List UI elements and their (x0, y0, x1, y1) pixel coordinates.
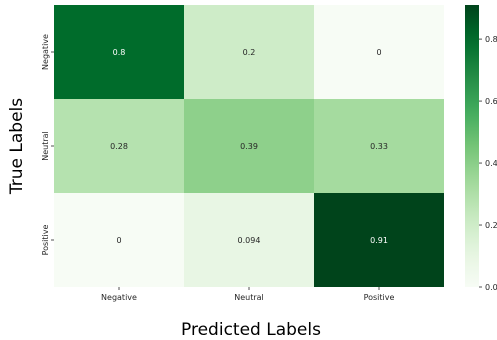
colorbar-tick-label-1: 0.2 (485, 221, 497, 230)
heatmap-cell-2-0 (54, 193, 184, 287)
heatmap-cell-2-2 (314, 193, 444, 287)
x-tick-label-1: Neutral (234, 293, 264, 302)
cell-value-label-1-2: 0.33 (370, 142, 388, 151)
cell-value-label-0-2: 0 (376, 48, 381, 57)
heatmap-cell-0-1 (184, 5, 314, 99)
y-tick-label-0: Negative (41, 34, 50, 70)
cell-value-label-2-0: 0 (116, 236, 121, 245)
heatmap-cells (54, 5, 444, 287)
heatmap-cell-2-1 (184, 193, 314, 287)
colorbar-gradient (465, 5, 479, 287)
heatmap-cell-1-0 (54, 99, 184, 193)
heatmap-cell-labels: 0.8 0.2 0 0.28 0.39 0.33 0 0.094 0.91 (110, 48, 388, 245)
x-axis-title: Predicted Labels (181, 320, 321, 340)
cell-value-label-2-2: 0.91 (370, 236, 388, 245)
heatmap-cell-1-2 (314, 99, 444, 193)
colorbar: 0.0 0.2 0.4 0.6 0.8 (465, 5, 497, 292)
x-tick-label-2: Positive (364, 293, 395, 302)
heatmap-cell-0-2 (314, 5, 444, 99)
cell-value-label-2-1: 0.094 (238, 236, 261, 245)
y-axis-ticks: Negative Neutral Positive (41, 34, 54, 255)
colorbar-tick-label-3: 0.6 (485, 97, 497, 106)
heatmap-cell-1-1 (184, 99, 314, 193)
cell-value-label-0-0: 0.8 (113, 48, 126, 57)
heatmap-cell-0-0 (54, 5, 184, 99)
cell-value-label-1-1: 0.39 (240, 142, 258, 151)
x-tick-label-0: Negative (101, 293, 137, 302)
cell-value-label-0-1: 0.2 (243, 48, 256, 57)
y-tick-label-2: Positive (41, 225, 50, 256)
x-axis-ticks: Negative Neutral Positive (101, 287, 394, 302)
y-tick-label-1: Neutral (41, 131, 50, 161)
colorbar-tick-label-4: 0.8 (485, 35, 497, 44)
cell-value-label-1-0: 0.28 (110, 142, 128, 151)
y-axis-title: True Labels (7, 98, 27, 195)
colorbar-tick-label-2: 0.4 (485, 159, 497, 168)
colorbar-tick-label-0: 0.0 (485, 283, 497, 292)
